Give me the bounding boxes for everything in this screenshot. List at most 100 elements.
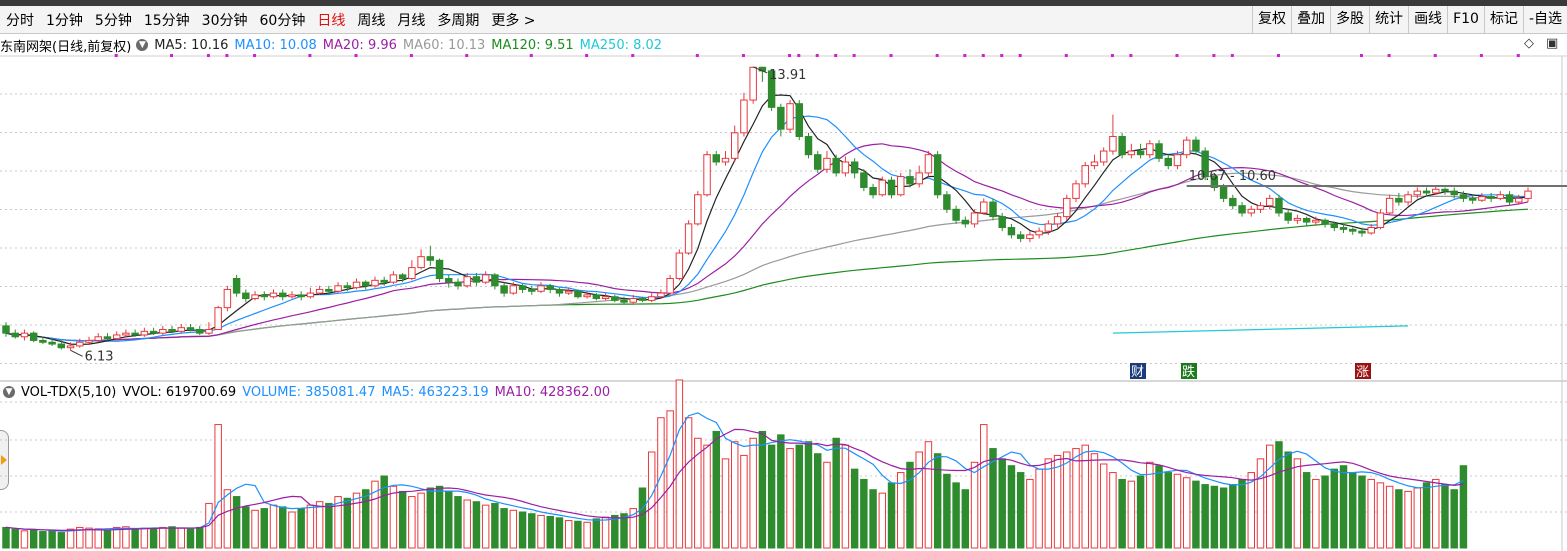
volume-bar xyxy=(758,430,767,549)
high-price-label: 13.91 xyxy=(769,68,806,83)
action-tab-3[interactable]: 统计 xyxy=(1369,6,1408,33)
candle xyxy=(269,292,278,298)
volume-settings-dot-icon[interactable]: ▼ xyxy=(3,386,15,398)
action-tab-0[interactable]: 复权 xyxy=(1252,6,1291,33)
candle xyxy=(177,327,185,332)
period-tab-1[interactable]: 1分钟 xyxy=(46,12,83,29)
volume-bar xyxy=(620,513,628,549)
candle xyxy=(2,325,10,334)
volume-bar xyxy=(1081,444,1089,549)
candle xyxy=(1164,157,1172,167)
volume-bar xyxy=(1459,465,1468,549)
candle xyxy=(1284,212,1292,221)
volume-bar xyxy=(1367,478,1375,549)
volume-bar xyxy=(841,444,850,549)
period-tab-10[interactable]: 更多 > xyxy=(491,12,536,29)
candle xyxy=(1238,205,1246,214)
volume-bar xyxy=(924,441,933,549)
candle xyxy=(1155,143,1163,159)
candle xyxy=(1468,197,1477,201)
action-tab-2[interactable]: 多股 xyxy=(1330,6,1369,33)
period-tab-8[interactable]: 月线 xyxy=(397,12,426,29)
stock-title: 东南网架(日线,前复权) xyxy=(0,39,132,55)
volume-bar xyxy=(1422,482,1431,549)
ma60-line xyxy=(5,172,1529,342)
volume-bar xyxy=(500,508,508,549)
volume-bar xyxy=(684,417,693,549)
volume-bar xyxy=(583,521,591,549)
period-tab-6[interactable]: 日线 xyxy=(317,12,346,29)
action-tab-7[interactable]: -自选 xyxy=(1522,6,1567,33)
candle xyxy=(131,332,139,336)
candle xyxy=(850,161,859,174)
candle xyxy=(315,288,324,294)
period-tab-7[interactable]: 周线 xyxy=(357,12,386,29)
period-tab-5[interactable]: 60分钟 xyxy=(259,12,306,29)
event-marker-dot xyxy=(1000,54,1004,57)
candle xyxy=(537,285,545,292)
window-top-bar xyxy=(0,0,1567,6)
candle xyxy=(592,294,601,300)
candle xyxy=(1404,194,1412,203)
candle xyxy=(528,288,536,292)
diamond-icon[interactable]: ◇ xyxy=(1524,36,1534,51)
candle xyxy=(242,292,250,300)
period-tab-4[interactable]: 30分钟 xyxy=(201,12,248,29)
volume-bar xyxy=(1173,473,1182,549)
volume-bar xyxy=(795,444,804,549)
volume-bar xyxy=(915,451,923,549)
candle xyxy=(1109,135,1117,152)
ma250-label: MA250: 8.02 xyxy=(579,37,663,53)
candle xyxy=(906,176,914,185)
volume-bar xyxy=(1450,489,1458,549)
candle xyxy=(1210,176,1219,188)
candle xyxy=(629,298,637,303)
candle xyxy=(777,106,785,130)
action-tab-5[interactable]: F10 xyxy=(1447,6,1484,33)
candle xyxy=(39,339,47,343)
chart-action-tabs: 复权 叠加 多股 统计 画线 F10 标记 -自选 xyxy=(1252,6,1567,33)
candle xyxy=(85,339,93,343)
ma5-line xyxy=(5,94,1529,346)
action-tab-4[interactable]: 画线 xyxy=(1408,6,1447,33)
candle xyxy=(435,259,444,280)
period-tabs: 分时 1分钟 5分钟 15分钟 30分钟 60分钟 日线 周线 月线 多周期 更多 > xyxy=(0,6,542,33)
action-tab-1[interactable]: 叠加 xyxy=(1291,6,1330,33)
candle xyxy=(666,278,674,294)
candle xyxy=(1524,190,1532,199)
volume-bar xyxy=(1349,472,1357,549)
candle xyxy=(168,329,176,332)
volume-bar xyxy=(260,508,269,549)
volume-bar xyxy=(1090,453,1099,549)
candle xyxy=(1072,183,1080,199)
volume-bar xyxy=(149,528,158,549)
event-badge xyxy=(1130,363,1146,379)
volume-bar xyxy=(611,514,619,549)
period-tab-9[interactable]: 多周期 xyxy=(437,12,480,29)
candle xyxy=(1321,219,1329,225)
candle xyxy=(1367,227,1375,234)
candle xyxy=(1201,150,1209,178)
candle xyxy=(638,298,647,301)
candle xyxy=(804,135,813,156)
candle xyxy=(878,179,887,196)
window-toggle-icon[interactable]: ▣ xyxy=(1546,36,1559,51)
period-tab-2[interactable]: 5分钟 xyxy=(94,12,132,29)
volume-bar xyxy=(242,506,250,549)
volume-bar xyxy=(1339,465,1348,549)
volume-bar xyxy=(574,520,582,549)
volume-bar xyxy=(767,444,776,549)
volume-bar xyxy=(1256,458,1265,549)
period-tab-3[interactable]: 15分钟 xyxy=(143,12,190,29)
period-tab-0[interactable]: 分时 xyxy=(6,12,34,29)
event-marker-dot xyxy=(981,54,985,57)
event-marker-dot xyxy=(1230,54,1234,57)
volume-bar xyxy=(694,437,702,549)
settings-dot-icon[interactable]: ▼ xyxy=(136,39,149,51)
candle xyxy=(1339,227,1348,230)
vvol-label: VVOL: 619700.69 xyxy=(122,384,237,400)
volume-bar xyxy=(1053,454,1062,549)
action-tab-6[interactable]: 标记 xyxy=(1483,6,1523,33)
volume-bar xyxy=(1265,444,1274,549)
